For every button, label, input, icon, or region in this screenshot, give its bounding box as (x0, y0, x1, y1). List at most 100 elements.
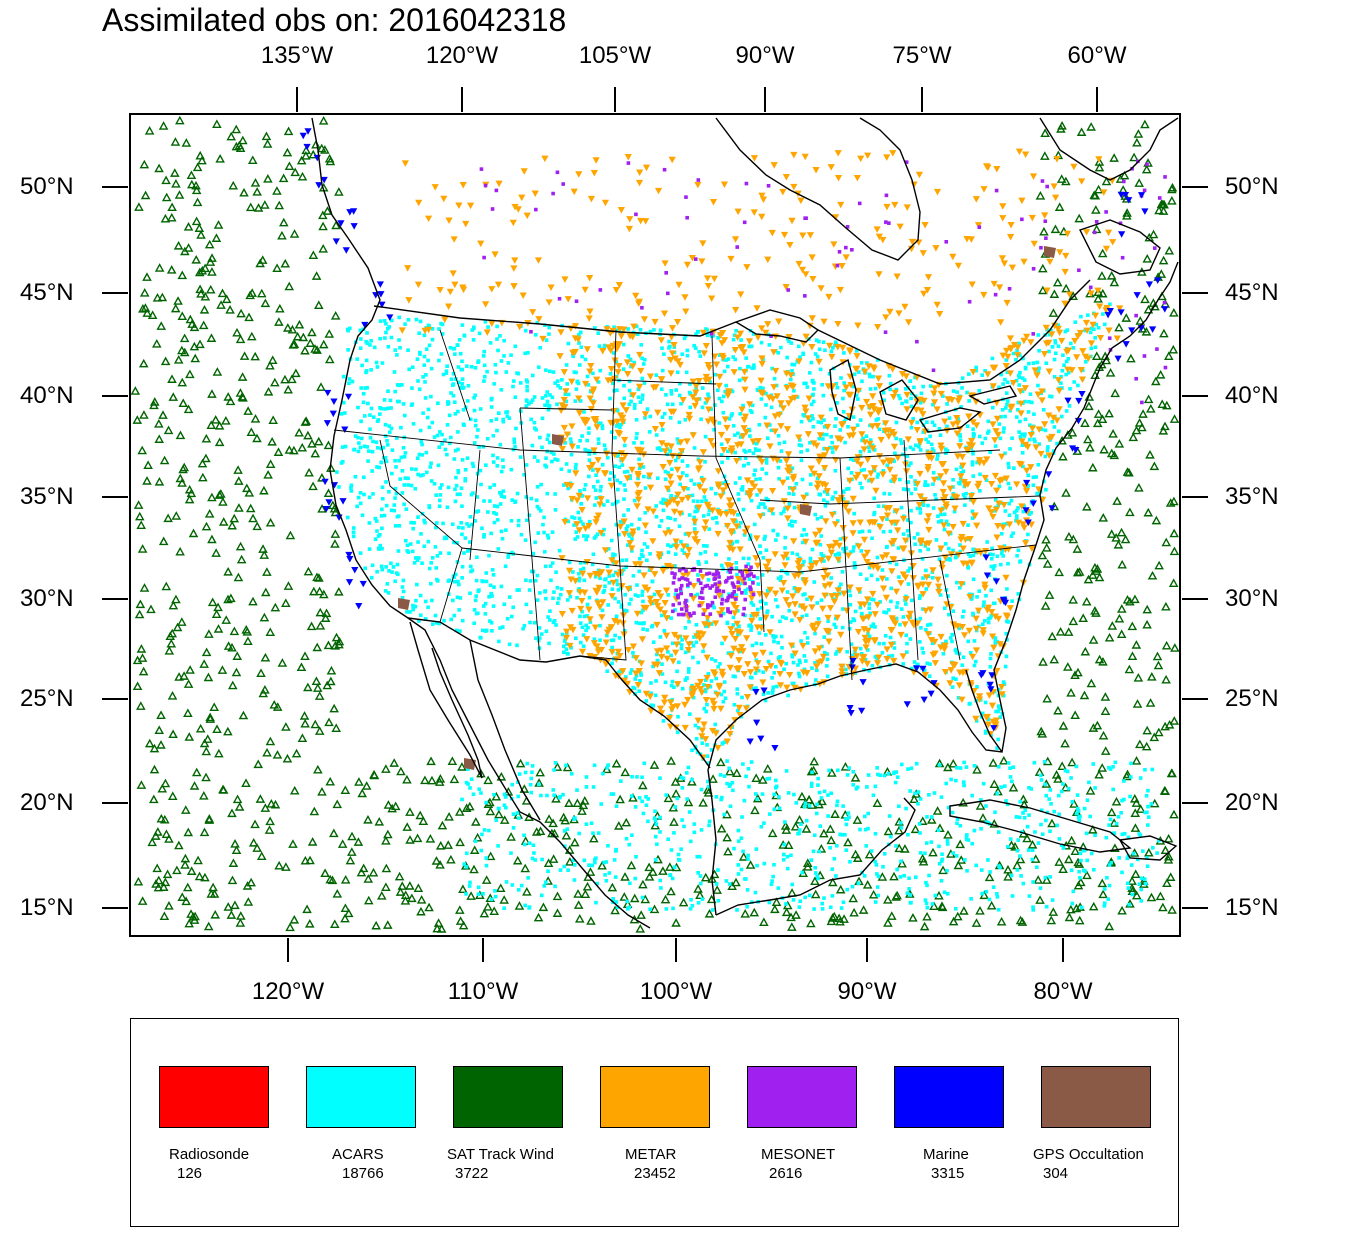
sat-track-wind-marker (1161, 601, 1171, 611)
acars-marker (395, 562, 400, 567)
acars-marker (1061, 782, 1065, 786)
acars-marker (634, 620, 639, 625)
sat-track-wind-marker (1092, 564, 1103, 573)
sat-track-wind-marker (999, 755, 1009, 765)
acars-marker (897, 575, 901, 579)
acars-marker (499, 469, 504, 474)
acars-marker (514, 426, 518, 431)
sat-track-wind-marker (1057, 435, 1067, 445)
acars-marker (402, 483, 407, 487)
sat-track-wind-marker (1120, 534, 1131, 544)
sat-track-wind-marker (955, 839, 965, 849)
sat-track-wind-marker (449, 774, 460, 784)
sat-track-wind-marker (558, 812, 569, 822)
acars-marker (796, 344, 801, 349)
sat-track-wind-marker (227, 875, 238, 885)
acars-marker (777, 477, 781, 481)
sat-track-wind-marker (1147, 672, 1157, 681)
sat-track-wind-marker (263, 386, 274, 396)
acars-marker (939, 878, 944, 883)
acars-marker (660, 672, 665, 676)
acars-marker (759, 397, 764, 401)
sat-track-wind-marker (179, 671, 189, 680)
acars-marker (849, 470, 854, 475)
sat-track-wind-marker (166, 638, 177, 648)
sat-track-wind-marker (207, 389, 217, 398)
sat-track-wind-marker (210, 415, 221, 424)
acars-marker (673, 564, 677, 568)
acars-marker (955, 765, 959, 770)
sat-track-wind-marker (144, 738, 155, 748)
acars-marker (593, 857, 597, 862)
sat-track-wind-marker (810, 876, 820, 885)
acars-marker (1016, 592, 1021, 596)
acars-marker (417, 331, 421, 336)
acars-marker (841, 396, 845, 401)
sat-track-wind-marker (1169, 716, 1180, 725)
acars-marker (482, 374, 487, 379)
sat-track-wind-marker (324, 717, 334, 727)
acars-marker (412, 561, 417, 565)
acars-marker (1125, 856, 1130, 861)
sat-track-wind-marker (277, 230, 287, 240)
sat-track-wind-marker (199, 659, 209, 668)
sat-track-wind-marker (143, 460, 153, 469)
acars-marker (972, 828, 977, 833)
acars-marker (535, 504, 540, 509)
acars-marker (611, 638, 616, 642)
acars-marker (777, 806, 782, 811)
acars-marker (1120, 832, 1125, 837)
sat-track-wind-marker (1006, 840, 1017, 849)
acars-marker (1093, 833, 1097, 838)
sat-track-wind-marker (243, 406, 253, 415)
sat-track-wind-marker (956, 855, 967, 864)
metar-marker (646, 595, 654, 603)
sat-track-wind-marker (454, 807, 465, 816)
acars-marker (787, 608, 792, 613)
acars-marker (737, 378, 742, 383)
acars-marker (690, 777, 694, 782)
acars-marker (398, 477, 403, 481)
acars-marker (562, 639, 567, 643)
sat-track-wind-marker (326, 676, 336, 686)
acars-marker (1006, 761, 1011, 765)
sat-track-wind-marker (297, 442, 308, 452)
sat-track-wind-marker (353, 837, 364, 846)
acars-marker (492, 511, 496, 515)
metar-marker (565, 567, 574, 575)
sat-track-wind-marker (136, 520, 147, 529)
sat-track-wind-marker (334, 639, 344, 649)
acars-marker (1085, 858, 1089, 863)
acars-marker (1017, 383, 1022, 387)
acars-marker (986, 717, 991, 722)
acars-marker (462, 333, 467, 338)
acars-marker (987, 897, 992, 902)
acars-marker (623, 443, 627, 448)
acars-marker (1026, 532, 1030, 537)
acars-marker (860, 529, 865, 534)
sat-track-wind-marker (142, 272, 152, 281)
acars-marker (804, 613, 809, 617)
acars-marker (709, 748, 714, 752)
acars-marker (937, 861, 942, 866)
acars-marker (959, 465, 963, 470)
acars-marker (429, 366, 434, 371)
acars-marker (966, 552, 971, 556)
acars-marker (822, 446, 826, 451)
sat-track-wind-marker (1072, 544, 1083, 553)
acars-marker (619, 519, 623, 524)
acars-marker (772, 807, 777, 811)
acars-marker (641, 465, 646, 469)
acars-marker (552, 768, 556, 772)
acars-marker (735, 539, 740, 544)
sat-track-wind-marker (1132, 699, 1143, 708)
acars-marker (958, 549, 963, 554)
acars-marker (482, 499, 486, 503)
acars-marker (673, 805, 678, 809)
acars-marker (620, 463, 625, 467)
sat-track-wind-marker (166, 265, 177, 274)
acars-marker (642, 474, 646, 479)
sat-track-wind-marker (185, 369, 195, 379)
sat-track-wind-marker (236, 308, 246, 318)
acars-marker (657, 446, 662, 450)
